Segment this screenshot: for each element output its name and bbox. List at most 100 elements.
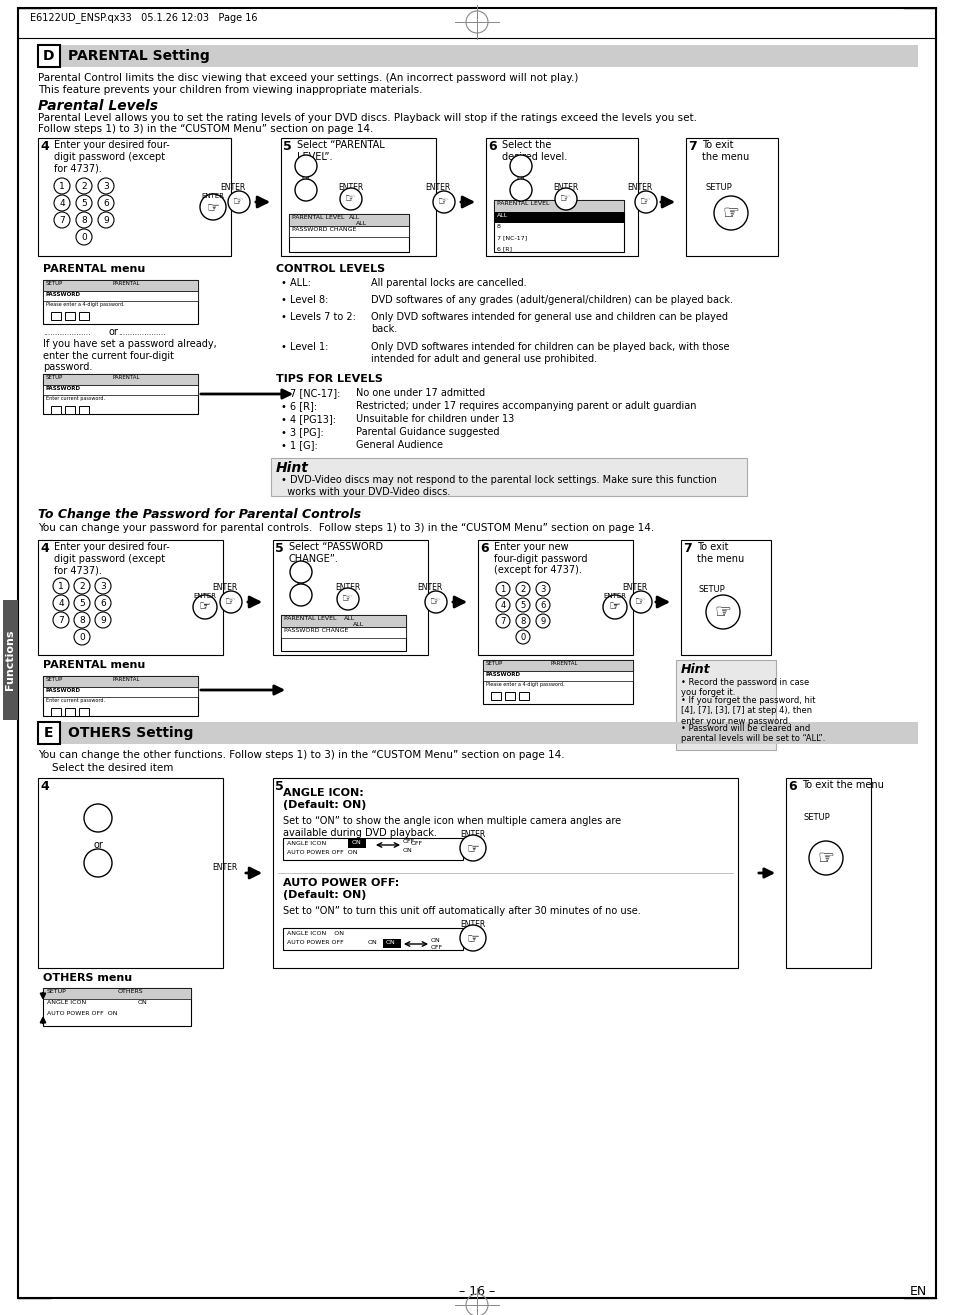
Text: ☞: ☞ [233, 196, 244, 209]
Text: • If you forget the password, hit
[4], [7], [3], [7] at step 4), then
enter your: • If you forget the password, hit [4], [… [680, 696, 815, 726]
Bar [281, 615, 406, 627]
Text: SETUP: SETUP [46, 375, 63, 380]
Bar [43, 280, 198, 291]
Text: OTHERS menu: OTHERS menu [43, 973, 132, 984]
Text: You can change the other functions. Follow steps 1) to 3) in the “CUSTOM Menu” s: You can change the other functions. Foll… [38, 750, 564, 760]
Text: • Level 8:: • Level 8: [281, 295, 328, 305]
Text: ☞: ☞ [466, 931, 479, 945]
Bar [289, 214, 409, 252]
Text: PARENTAL LEVEL: PARENTAL LEVEL [497, 201, 549, 206]
Text: 4: 4 [500, 601, 505, 609]
Text: ☞: ☞ [225, 596, 236, 609]
Circle shape [294, 155, 316, 178]
Bar [382, 939, 400, 948]
Text: SETUP: SETUP [485, 661, 503, 665]
Bar [494, 200, 623, 212]
Text: ☞: ☞ [560, 192, 571, 205]
Bar [482, 660, 633, 704]
Bar [485, 138, 638, 256]
Circle shape [705, 594, 740, 629]
Text: Only DVD softwares intended for children can be played back, with those
intended: Only DVD softwares intended for children… [371, 342, 729, 364]
Text: ....................: .................... [118, 327, 165, 337]
Circle shape [290, 584, 312, 606]
Text: EN: EN [909, 1285, 926, 1298]
Text: ON: ON [368, 940, 377, 945]
Text: AUTO POWER OFF: AUTO POWER OFF [287, 940, 343, 945]
Text: E: E [44, 726, 53, 740]
Text: • Password will be cleared and
parental levels will be set to “ALL”.: • Password will be cleared and parental … [680, 725, 824, 743]
Text: ON: ON [353, 842, 362, 846]
Text: • 3 [PG]:: • 3 [PG]: [281, 427, 323, 437]
Text: 0: 0 [519, 633, 525, 642]
Bar [283, 838, 462, 860]
Text: AUTO POWER OFF:
(Default: ON): AUTO POWER OFF: (Default: ON) [283, 878, 399, 899]
Text: Enter your new
four-digit password
(except for 4737).: Enter your new four-digit password (exce… [494, 542, 587, 575]
Text: • 7 [NC-17]:: • 7 [NC-17]: [281, 388, 340, 398]
Bar [51, 312, 61, 320]
Bar [685, 138, 778, 256]
Text: 4: 4 [40, 780, 49, 793]
Text: or: or [516, 174, 525, 183]
Circle shape [220, 590, 242, 613]
Text: Enter current password.: Enter current password. [46, 698, 105, 704]
Text: PASSWORD: PASSWORD [46, 688, 81, 693]
Text: If you have set a password already,
enter the current four-digit
password.: If you have set a password already, ente… [43, 339, 216, 372]
Bar [289, 226, 409, 237]
Text: ☞: ☞ [438, 196, 449, 209]
Bar [273, 540, 428, 655]
Text: SETUP: SETUP [47, 989, 67, 994]
Bar [79, 406, 89, 414]
Bar [43, 373, 198, 385]
Text: PARENTAL: PARENTAL [550, 661, 578, 665]
Text: 2: 2 [81, 181, 87, 191]
Text: ☞: ☞ [345, 192, 356, 205]
Text: Hint: Hint [680, 663, 710, 676]
Text: 1: 1 [500, 584, 505, 593]
Text: 7: 7 [682, 542, 691, 555]
Text: ENTER: ENTER [201, 193, 224, 199]
Text: 5: 5 [81, 199, 87, 208]
Bar [51, 707, 61, 715]
Bar [289, 214, 409, 226]
Text: ENTER: ENTER [460, 920, 485, 928]
Text: 4: 4 [58, 598, 64, 608]
Text: • 6 [R]:: • 6 [R]: [281, 401, 316, 412]
Bar [676, 660, 775, 750]
Text: 6: 6 [479, 542, 488, 555]
Text: 5: 5 [519, 601, 525, 609]
Bar [43, 280, 198, 323]
Text: ☞: ☞ [342, 593, 354, 605]
Text: Functions: Functions [5, 630, 15, 690]
Text: 2: 2 [79, 581, 85, 590]
Bar [3, 600, 18, 721]
Text: TIPS FOR LEVELS: TIPS FOR LEVELS [275, 373, 382, 384]
Text: DVD softwares of any grades (adult/general/children) can be played back.: DVD softwares of any grades (adult/gener… [371, 295, 732, 305]
Text: AUTO POWER OFF  ON: AUTO POWER OFF ON [47, 1011, 117, 1016]
Text: ☞: ☞ [199, 601, 211, 614]
Bar [43, 385, 198, 394]
Bar [38, 138, 231, 256]
Circle shape [339, 188, 361, 210]
Bar [491, 692, 500, 700]
Circle shape [336, 588, 358, 610]
Text: PASSWORD: PASSWORD [485, 672, 520, 677]
Text: ☞: ☞ [430, 596, 441, 609]
Text: 2: 2 [519, 584, 525, 593]
Text: ANGLE ICON:
(Default: ON): ANGLE ICON: (Default: ON) [283, 788, 366, 810]
Bar [680, 540, 770, 655]
Text: 8: 8 [497, 224, 500, 229]
Text: Select “PASSWORD
CHANGE”.: Select “PASSWORD CHANGE”. [289, 542, 383, 564]
Text: CONTROL LEVELS: CONTROL LEVELS [275, 264, 385, 274]
Text: 6: 6 [100, 598, 106, 608]
Circle shape [200, 195, 226, 220]
Text: ENTER: ENTER [416, 583, 442, 592]
Text: or: or [295, 579, 306, 588]
Text: PASSWORD: PASSWORD [46, 387, 81, 391]
Bar [38, 722, 917, 744]
Bar [43, 373, 198, 414]
Text: AUTO POWER OFF  ON: AUTO POWER OFF ON [287, 849, 357, 855]
Bar [494, 200, 623, 252]
Text: 7: 7 [59, 216, 65, 225]
Circle shape [555, 188, 577, 210]
Text: ALL: ALL [355, 221, 367, 226]
